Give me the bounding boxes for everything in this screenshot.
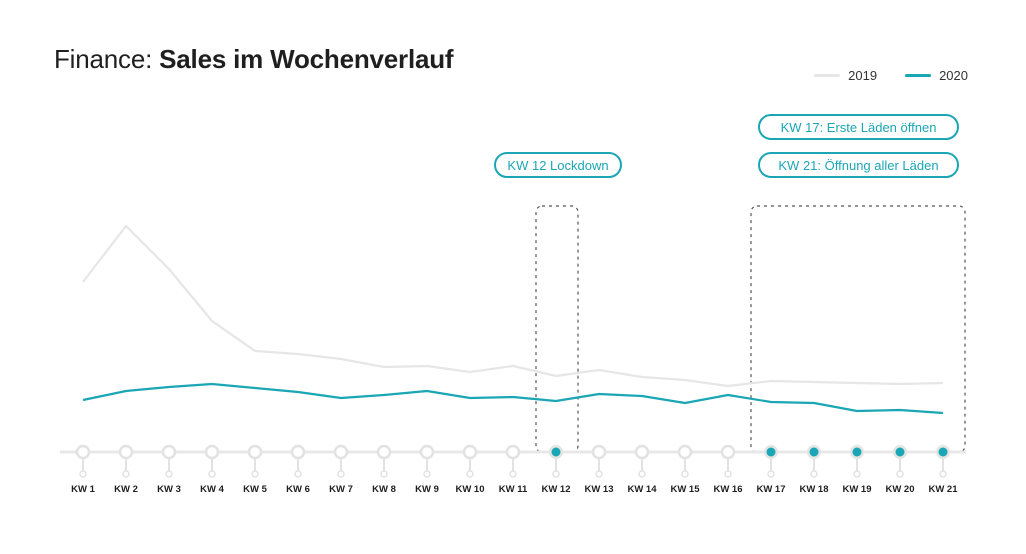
title-main: Sales im Wochenverlauf [159, 44, 454, 74]
axis-tick-dot-kw-13 [595, 470, 603, 478]
x-tick-label-kw-21: KW 21 [928, 484, 958, 495]
x-tick-label-kw-4: KW 4 [200, 484, 224, 495]
axis-marker-kw-1 [75, 444, 91, 460]
highlight-marker-kw-20 [895, 447, 905, 457]
x-tick-label-kw-13: KW 13 [584, 484, 613, 495]
axis-tick-dot-kw-15 [681, 470, 689, 478]
axis-marker-kw-7 [333, 444, 349, 460]
x-tick-label-kw-19: KW 19 [842, 484, 871, 495]
axis-tick-dot-kw-19 [853, 470, 861, 478]
highlight-marker-kw-17 [766, 447, 776, 457]
legend-swatch-2020 [905, 74, 932, 77]
x-tick-label-kw-5: KW 5 [243, 484, 267, 495]
axis-tick-dot-kw-14 [638, 470, 646, 478]
x-tick-label-kw-12: KW 12 [541, 484, 570, 495]
legend-item-2019: 2019 [814, 68, 877, 83]
axis-marker-kw-10 [462, 444, 478, 460]
title-prefix: Finance: [54, 44, 153, 74]
annotation-all-stores: KW 21: Öffnung aller Läden [758, 152, 959, 178]
axis-marker-kw-11 [505, 444, 521, 460]
axis-marker-kw-3 [161, 444, 177, 460]
highlight-marker-kw-21 [938, 447, 948, 457]
x-tick-label-kw-14: KW 14 [627, 484, 657, 495]
axis-marker-kw-6 [290, 444, 306, 460]
legend-swatch-2019 [814, 74, 841, 77]
x-tick-label-kw-9: KW 9 [415, 484, 439, 495]
axis-tick-dot-kw-8 [380, 470, 388, 478]
chart-legend: 2019 2020 [814, 68, 968, 83]
axis-tick-dot-kw-5 [251, 470, 259, 478]
axis-marker-kw-8 [376, 444, 392, 460]
axis-tick-dot-kw-4 [208, 470, 216, 478]
axis-tick-dot-kw-11 [509, 470, 517, 478]
axis-tick-dot-kw-9 [423, 470, 431, 478]
axis-marker-kw-15 [677, 444, 693, 460]
x-tick-label-kw-15: KW 15 [670, 484, 700, 495]
axis-tick-dot-kw-10 [466, 470, 474, 478]
annotation-first-stores: KW 17: Erste Läden öffnen [758, 114, 959, 140]
axis-marker-kw-9 [419, 444, 435, 460]
axis-tick-dot-kw-6 [294, 470, 302, 478]
axis-marker-kw-5 [247, 444, 263, 460]
highlight-range-1 [535, 205, 579, 453]
axis-marker-kw-13 [591, 444, 607, 460]
highlight-marker-kw-12 [551, 447, 561, 457]
axis-tick-dot-kw-17 [767, 470, 775, 478]
x-tick-label-kw-7: KW 7 [329, 484, 353, 495]
legend-label-2019: 2019 [848, 68, 878, 83]
x-tick-label-kw-17: KW 17 [756, 484, 785, 495]
series-line-2020 [82, 382, 944, 415]
axis-tick-dot-kw-3 [165, 470, 173, 478]
x-tick-label-kw-3: KW 3 [157, 484, 181, 495]
highlight-marker-kw-19 [852, 447, 862, 457]
x-tick-label-kw-20: KW 20 [885, 484, 914, 495]
axis-tick-dot-kw-2 [122, 470, 130, 478]
legend-label-2020: 2020 [939, 68, 968, 83]
series-line-2019 [82, 224, 944, 388]
x-tick-label-kw-2: KW 2 [114, 484, 138, 495]
x-tick-label-kw-10: KW 10 [455, 484, 484, 495]
axis-marker-kw-14 [634, 444, 650, 460]
chart-title: Finance: Sales im Wochenverlauf [54, 44, 454, 75]
x-tick-label-kw-11: KW 11 [499, 484, 528, 495]
axis-tick-dot-kw-18 [810, 470, 818, 478]
axis-marker-kw-2 [118, 444, 134, 460]
highlight-range-2 [750, 205, 966, 453]
x-tick-label-kw-8: KW 8 [372, 484, 396, 495]
x-tick-label-kw-16: KW 16 [713, 484, 742, 495]
axis-marker-kw-16 [720, 444, 736, 460]
axis-tick-dot-kw-7 [337, 470, 345, 478]
annotation-lockdown: KW 12 Lockdown [494, 152, 622, 178]
legend-item-2020: 2020 [905, 68, 968, 83]
axis-marker-kw-4 [204, 444, 220, 460]
axis-tick-dot-kw-20 [896, 470, 904, 478]
axis-tick-dot-kw-16 [724, 470, 732, 478]
x-tick-label-kw-18: KW 18 [799, 484, 828, 495]
axis-tick-dot-kw-1 [79, 470, 87, 478]
x-tick-label-kw-6: KW 6 [286, 484, 310, 495]
axis-tick-dot-kw-21 [939, 470, 947, 478]
axis-tick-dot-kw-12 [552, 470, 560, 478]
highlight-marker-kw-18 [809, 447, 819, 457]
x-tick-label-kw-1: KW 1 [71, 484, 95, 495]
